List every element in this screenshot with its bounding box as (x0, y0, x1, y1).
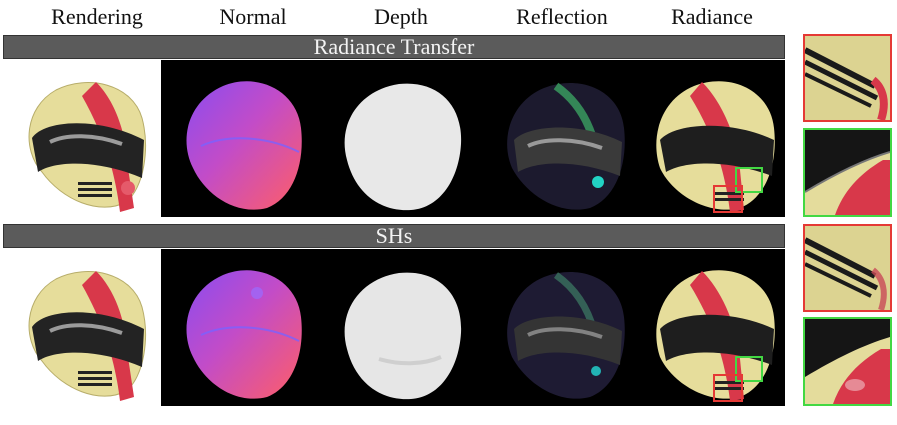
radiance-panel-radiance-transfer (646, 60, 785, 217)
depth-panel-radiance-transfer (319, 60, 484, 217)
radiance-panel-shs (646, 249, 785, 406)
reflection-panel-radiance-transfer (484, 60, 646, 217)
reflection-panel-shs (484, 249, 646, 406)
row-label-shs: SHs (3, 224, 785, 248)
normal-panel-shs (161, 249, 319, 406)
depth-panel-shs (319, 249, 484, 406)
zoom-crop-green-radiance-transfer (803, 128, 892, 217)
column-header-reflection: Reflection (516, 4, 608, 29)
rendering-panel-shs (4, 249, 161, 406)
zoom-crop-red-radiance-transfer (803, 34, 892, 122)
column-header-normal: Normal (219, 4, 287, 29)
rendering-panel-radiance-transfer (4, 60, 161, 217)
zoom-crop-green-shs (803, 317, 892, 406)
zoom-crop-red-shs (803, 224, 892, 312)
row-label-radiance-transfer: Radiance Transfer (3, 35, 785, 59)
column-header-radiance: Radiance (671, 4, 753, 29)
column-header-rendering: Rendering (51, 4, 143, 29)
column-header-depth: Depth (374, 4, 428, 29)
normal-panel-radiance-transfer (161, 60, 319, 217)
